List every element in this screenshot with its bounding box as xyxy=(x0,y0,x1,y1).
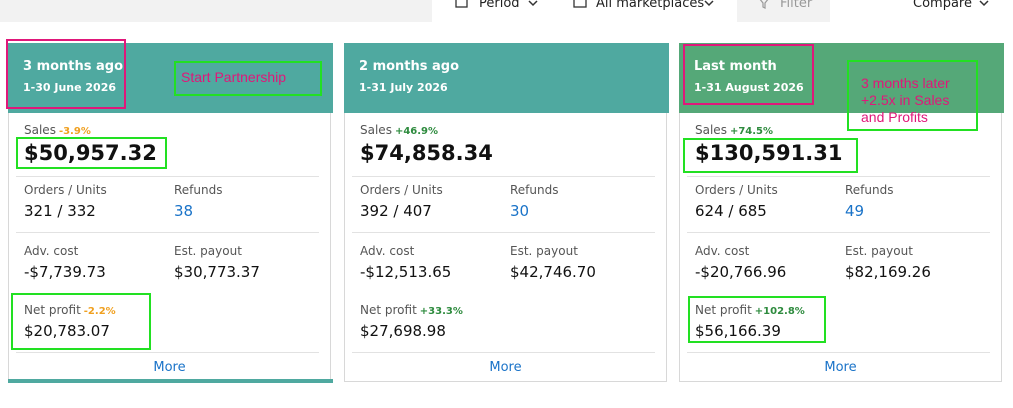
highlight-note xyxy=(174,61,322,96)
more-link[interactable]: More xyxy=(824,360,857,375)
compare[interactable]: Compare xyxy=(913,0,972,11)
payout-label: Est. payout xyxy=(174,244,242,258)
profit-label: Net profit +33.3% xyxy=(360,303,463,317)
period-date: 1-31 August 2026 xyxy=(694,81,804,94)
adv-label: Adv. cost xyxy=(360,244,415,258)
annotation-line: 3 months later xyxy=(861,75,950,91)
highlight-header xyxy=(6,39,126,109)
annotation-line: and Profits xyxy=(861,109,928,125)
profit-label-text: Net profit xyxy=(695,303,752,317)
card-header: Last month 1-31 August 2026 xyxy=(679,43,1004,113)
payout-value: $82,169.26 xyxy=(845,263,931,281)
sales-label: Sales +74.5% xyxy=(695,123,773,137)
sales-label-text: Sales xyxy=(360,123,392,137)
payout-value: $30,773.37 xyxy=(174,263,260,281)
highlight-profit xyxy=(688,296,826,343)
refunds-label: Refunds xyxy=(510,183,559,197)
separator xyxy=(687,176,990,177)
highlight-header xyxy=(683,44,814,105)
period-title: 2 months ago xyxy=(359,59,460,74)
period-date: 1-31 July 2026 xyxy=(359,81,448,94)
annotation-start: Start Partnership xyxy=(181,69,287,85)
period-title: 3 months ago xyxy=(23,59,124,74)
sales-change: +74.5% xyxy=(729,126,774,137)
refunds-value: 49 xyxy=(845,202,865,220)
profit-change: +33.3% xyxy=(419,306,463,317)
orders-label: Orders / Units xyxy=(695,183,778,197)
separator xyxy=(16,176,319,177)
sales-value: $130,591.31 xyxy=(695,141,843,165)
payout-label: Est. payout xyxy=(845,244,913,258)
card: 3 months ago 1-30 June 2026 Sales -3.9% $50,… xyxy=(8,43,333,382)
refunds-value: 38 xyxy=(174,202,194,220)
card-header: 2 months ago 1-31 July 2026 xyxy=(344,43,669,113)
period-date: 1-30 June 2026 xyxy=(23,81,117,94)
profit-label-text: Net profit xyxy=(360,303,417,317)
sales-label-text: Sales xyxy=(24,123,56,137)
profit-label: Net profit +102.8% xyxy=(695,303,805,317)
more-link[interactable]: More xyxy=(153,360,186,375)
card: 2 months ago 1-31 July 2026 Sales +46.9% $74… xyxy=(344,43,669,382)
payout-value: $42,746.70 xyxy=(510,263,596,281)
separator xyxy=(352,352,655,353)
card-header: 3 months ago 1-30 June 2026 xyxy=(8,43,333,113)
filter-button[interactable] xyxy=(737,0,830,22)
adv-label: Adv. cost xyxy=(695,244,750,258)
sales-value: $74,858.34 xyxy=(360,141,493,165)
profit-label: Net profit -2.2% xyxy=(24,303,116,317)
refunds-label: Refunds xyxy=(174,183,223,197)
orders-value: 624 / 685 xyxy=(695,202,767,220)
separator xyxy=(352,232,655,233)
orders-value: 392 / 407 xyxy=(360,202,432,220)
top-gray xyxy=(0,0,432,22)
profit-change: +102.8% xyxy=(754,306,805,317)
sales-value: $50,957.32 xyxy=(24,141,157,165)
orders-value: 321 / 332 xyxy=(24,202,96,220)
profit-value: $27,698.98 xyxy=(360,322,446,340)
highlight-sales xyxy=(683,138,858,173)
separator xyxy=(687,352,990,353)
card: Last month 1-31 August 2026 Sales +74.5% $13… xyxy=(679,43,1004,382)
sales-label-text: Sales xyxy=(695,123,727,137)
annotation-line: +2.5x in Sales xyxy=(861,92,950,108)
period-title: Last month xyxy=(694,59,777,74)
separator xyxy=(352,176,655,177)
sales-change: -3.9% xyxy=(58,126,91,137)
profit-value: $20,783.07 xyxy=(24,322,110,340)
separator xyxy=(16,352,319,353)
adv-value: -$12,513.65 xyxy=(360,263,452,281)
sales-change: +46.9% xyxy=(394,126,439,137)
highlight-profit xyxy=(11,293,151,350)
period[interactable]: Period xyxy=(479,0,520,11)
profit-value: $56,166.39 xyxy=(695,322,781,340)
adv-label: Adv. cost xyxy=(24,244,79,258)
highlight-sales xyxy=(16,137,167,169)
bottom-strip xyxy=(8,379,333,383)
adv-value: -$7,739.73 xyxy=(24,263,106,281)
profit-label-text: Net profit xyxy=(24,303,81,317)
orders-label: Orders / Units xyxy=(360,183,443,197)
refunds-value: 30 xyxy=(510,202,530,220)
separator xyxy=(16,232,319,233)
sales-label: Sales +46.9% xyxy=(360,123,438,137)
annotation-later: 3 months later +2.5x in Sales and Profit… xyxy=(861,75,950,126)
sales-label: Sales -3.9% xyxy=(24,123,91,137)
filter[interactable]: Filter xyxy=(780,0,813,11)
marketplaces[interactable]: All marketplaces xyxy=(596,0,705,11)
highlight-note xyxy=(847,60,978,131)
more-link[interactable]: More xyxy=(489,360,522,375)
profit-change: -2.2% xyxy=(83,306,116,317)
orders-label: Orders / Units xyxy=(24,183,107,197)
adv-value: -$20,766.96 xyxy=(695,263,787,281)
separator xyxy=(687,232,990,233)
payout-label: Est. payout xyxy=(510,244,578,258)
refunds-label: Refunds xyxy=(845,183,894,197)
